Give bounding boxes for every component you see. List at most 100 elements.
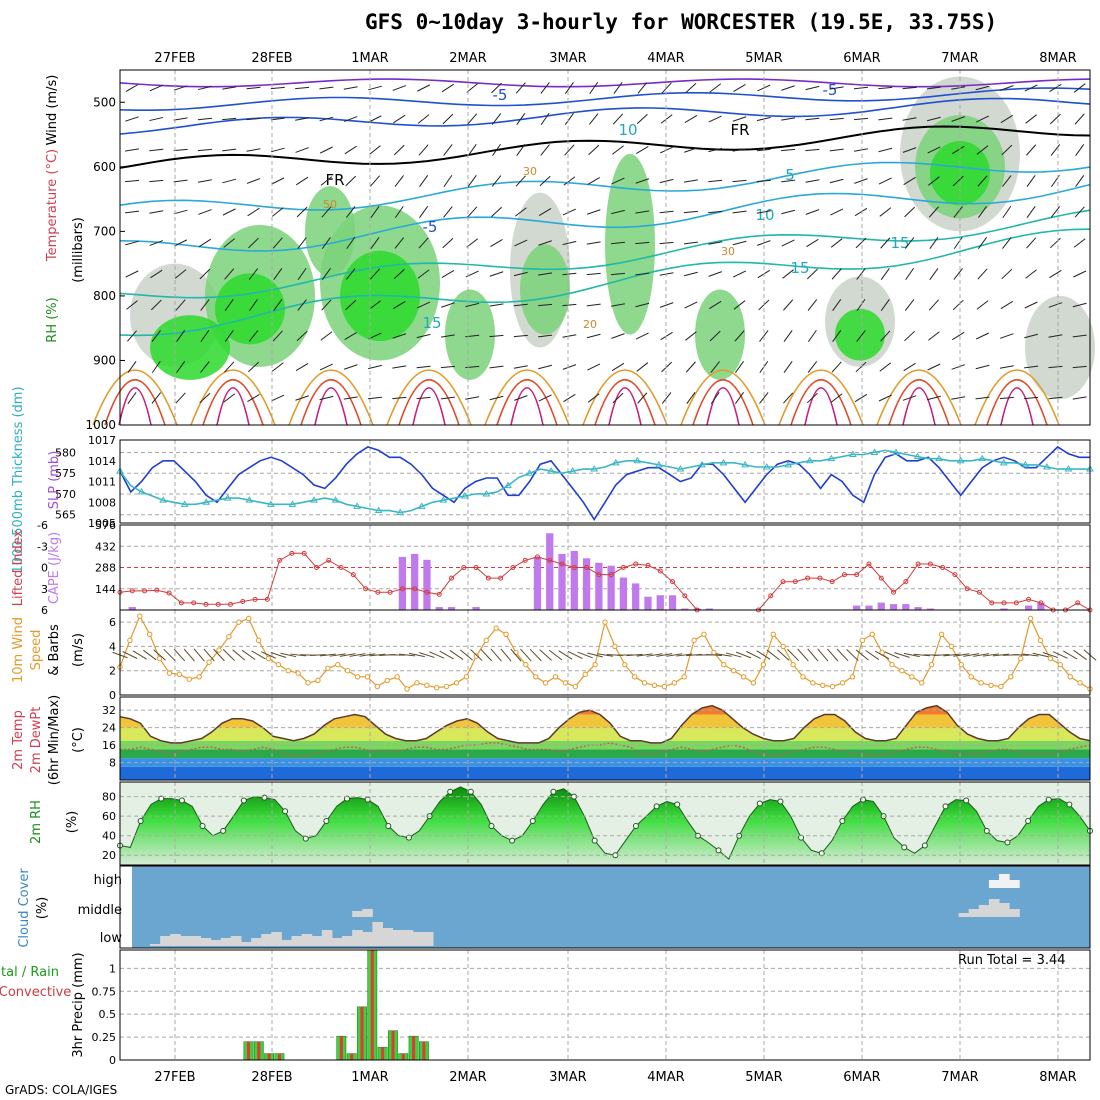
wind-barb-0-12 bbox=[417, 84, 431, 92]
wind-point-56 bbox=[671, 680, 677, 686]
wind-barb-6-17 bbox=[538, 272, 553, 276]
cape-bar-40 bbox=[607, 565, 615, 610]
wind-point-82 bbox=[928, 661, 935, 668]
wind-barb-7-7 bbox=[297, 299, 307, 311]
surface-contour-5-2 bbox=[608, 387, 642, 426]
slp-frame bbox=[119, 439, 1091, 524]
wind-point-6 bbox=[176, 671, 183, 678]
wind-barb-7-2 bbox=[175, 299, 186, 311]
ylabel-rh2m: 2m RH bbox=[29, 800, 44, 844]
wind-barb-3-25 bbox=[732, 179, 747, 183]
wind-barb-0-7 bbox=[295, 86, 310, 90]
wind-barb-0-8 bbox=[319, 86, 334, 90]
wind-barb-7-6 bbox=[273, 299, 283, 311]
surface-wind-barb-25 bbox=[359, 653, 376, 657]
thickness-point-56 bbox=[719, 458, 728, 466]
wind-point-11 bbox=[226, 634, 232, 640]
temp-tick-1: 16 bbox=[102, 739, 116, 752]
cloud-low-bar-12 bbox=[271, 932, 282, 946]
surface-contour-1-1 bbox=[202, 379, 264, 426]
wind-point-4 bbox=[156, 655, 163, 662]
wind-point-86 bbox=[968, 674, 974, 680]
wind-point-84 bbox=[948, 643, 955, 650]
surface-contour-4-1 bbox=[496, 379, 558, 426]
wind-barb-4-30 bbox=[854, 207, 868, 217]
surface-contour-9-2 bbox=[1000, 387, 1034, 426]
wind-barb-5-5 bbox=[248, 237, 259, 249]
wind-barb-10-7 bbox=[295, 395, 309, 401]
wind-barb-5-36 bbox=[1002, 237, 1012, 249]
wind-barb-0-15 bbox=[491, 82, 502, 94]
thickness-point-36 bbox=[504, 481, 512, 489]
temp-band-2 bbox=[120, 749, 1090, 759]
wind-barb-7-31 bbox=[880, 299, 890, 311]
wind-barb-5-10 bbox=[370, 237, 380, 249]
wind-barb-4-29 bbox=[830, 208, 844, 216]
wind-barb-0-10 bbox=[368, 85, 382, 91]
wind-barb-0-22 bbox=[661, 82, 672, 94]
wind-barb-1-35 bbox=[975, 115, 990, 123]
li-point-44 bbox=[657, 568, 663, 574]
li-point-67 bbox=[940, 565, 946, 570]
temp-contour-5 bbox=[119, 183, 1091, 252]
surface-wind-barb-81 bbox=[913, 653, 930, 657]
wind-barb-10-2 bbox=[175, 392, 186, 404]
thickness-point-82 bbox=[999, 458, 1008, 466]
ylabel-wind10m-a: 10m Wind bbox=[11, 617, 26, 683]
precip-conv-bar-22 bbox=[350, 1053, 354, 1060]
wind-barb-1-12 bbox=[417, 114, 430, 124]
precip-conv-bar-24 bbox=[370, 950, 374, 1060]
wind-barb-9-32 bbox=[903, 362, 916, 372]
li-tick-1: -3 bbox=[37, 540, 48, 553]
wind-point-52 bbox=[631, 674, 638, 680]
wind-barb-9-9 bbox=[343, 364, 358, 370]
series-line-slp bbox=[119, 445, 1090, 522]
wind-barb-9-17 bbox=[538, 364, 553, 370]
surface-wind-barb-24 bbox=[349, 653, 366, 657]
date-label-top-1: 28FEB bbox=[251, 51, 292, 66]
thickness-point-34 bbox=[482, 489, 491, 497]
date-label-top-6: 5MAR bbox=[745, 51, 782, 66]
wind-barb-8-38 bbox=[1048, 334, 1063, 338]
surface-wind-barb-46 bbox=[567, 650, 583, 660]
cloud-middle-bar-83 bbox=[988, 899, 1000, 917]
wind-barb-5-23 bbox=[683, 241, 698, 245]
surface-wind-barb-80 bbox=[903, 652, 920, 658]
wind-point-58 bbox=[691, 637, 697, 644]
wind-barb-8-6 bbox=[272, 330, 283, 342]
surface-contour-3-0 bbox=[386, 369, 472, 426]
temp-band-5 bbox=[120, 714, 1090, 728]
wind-barb-7-24 bbox=[708, 300, 722, 310]
wind-barb-2-32 bbox=[902, 147, 917, 153]
wind-barb-3-11 bbox=[394, 175, 404, 187]
series-line-temp bbox=[119, 704, 1091, 744]
wind-tick-3: 6 bbox=[109, 616, 116, 629]
precip-conv-bar-21 bbox=[339, 1036, 343, 1060]
surface-wind-barb-45 bbox=[558, 650, 573, 660]
wind-point-66 bbox=[770, 631, 776, 637]
wind-barb-3-31 bbox=[878, 177, 892, 185]
wind-point-24 bbox=[354, 674, 361, 680]
wind-barb-9-12 bbox=[416, 365, 431, 369]
cape-bar-45 bbox=[668, 595, 677, 610]
rh-point-10 bbox=[220, 827, 227, 834]
wind-barb-4-18 bbox=[562, 208, 576, 216]
wind-barb-9-15 bbox=[489, 365, 504, 369]
wind-barb-4-31 bbox=[879, 207, 892, 217]
wind-barb-5-6 bbox=[272, 237, 283, 249]
wind-barb-8-4 bbox=[224, 330, 234, 342]
wind-barb-6-20 bbox=[610, 272, 626, 276]
ylabel-precip-total: tal / Rain bbox=[1, 965, 59, 980]
wind-barb-9-36 bbox=[999, 365, 1014, 369]
surface-contour-0-0 bbox=[92, 369, 178, 426]
rh-point-2 bbox=[137, 818, 144, 825]
wind-point-13 bbox=[245, 615, 252, 622]
ylabel-temp-a: 2m Temp bbox=[11, 710, 26, 770]
cloud-level-middle: middle bbox=[78, 903, 122, 918]
wind-barb-7-35 bbox=[976, 300, 989, 310]
surface-wind-barb-54 bbox=[646, 653, 663, 657]
cape-bar-44 bbox=[656, 595, 664, 610]
rh-point-90 bbox=[1045, 796, 1052, 803]
wind-barb-5-19 bbox=[586, 241, 601, 245]
surface-wind-barb-56 bbox=[666, 653, 683, 657]
